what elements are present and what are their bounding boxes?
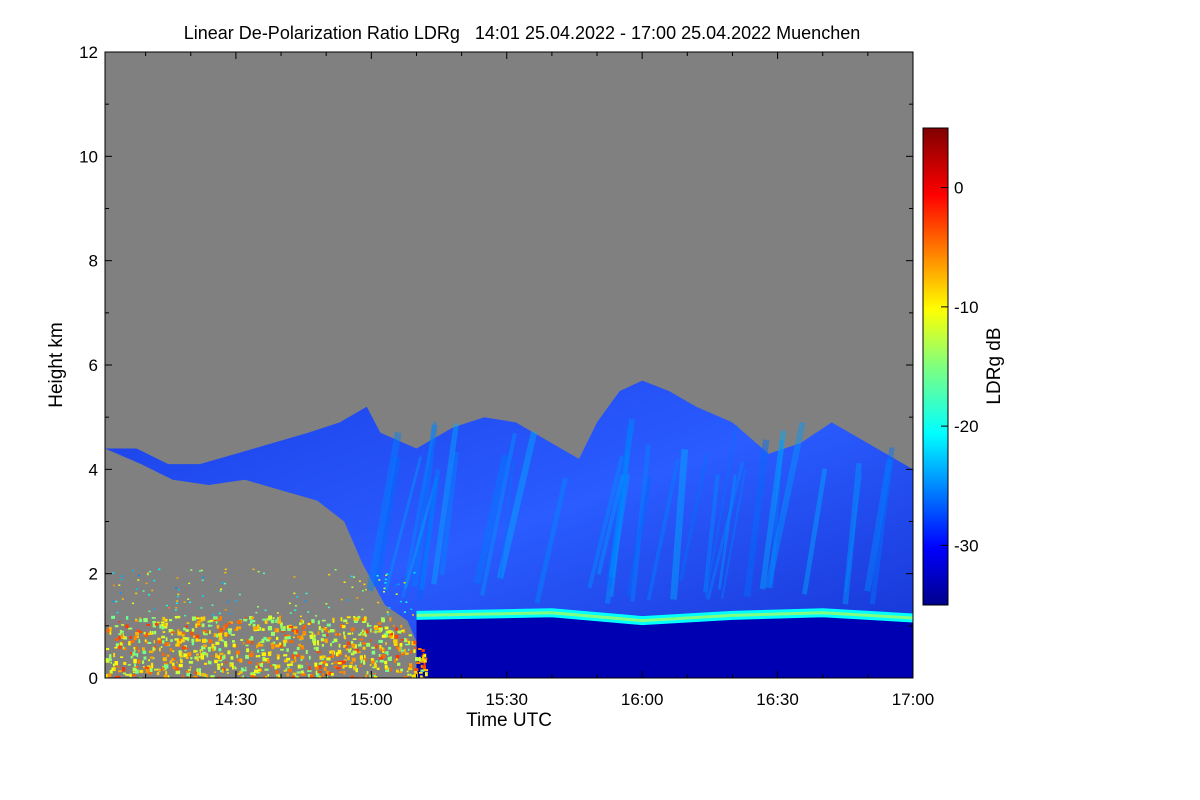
x-axis: 14:30 15:00 15:30 16:00 16:30 17:00 xyxy=(145,52,935,709)
x-tick-label: 15:30 xyxy=(485,690,528,709)
x-axis-title: Time UTC xyxy=(466,710,552,731)
x-tick-label: 16:30 xyxy=(756,690,799,709)
y-tick-label: 0 xyxy=(89,669,98,688)
colorbar xyxy=(922,127,949,606)
y-tick-label: 6 xyxy=(89,356,98,375)
colorbar-ticks: 0 -10 -20 -30 xyxy=(941,179,979,555)
fall-streaks xyxy=(366,418,895,605)
y-axis-title: Height km xyxy=(46,322,67,408)
ice-cloud-region xyxy=(105,380,913,678)
y-tick-label: 10 xyxy=(79,147,98,166)
colorbar-tick-label: -10 xyxy=(954,298,979,317)
rain-region xyxy=(416,615,913,678)
ground-clutter xyxy=(105,568,429,678)
x-tick-label: 15:00 xyxy=(350,690,393,709)
y-tick-label: 8 xyxy=(89,252,98,271)
colorbar-tick-label: -30 xyxy=(954,536,979,555)
x-tick-label: 14:30 xyxy=(215,690,258,709)
x-tick-label: 16:00 xyxy=(621,690,664,709)
plot-area xyxy=(105,52,913,678)
y-tick-label: 2 xyxy=(89,565,98,584)
y-tick-label: 4 xyxy=(89,460,98,479)
y-axis: 0 2 4 6 8 10 12 xyxy=(79,43,913,688)
y-tick-label: 12 xyxy=(79,43,98,62)
colorbar-tick-label: 0 xyxy=(954,179,963,198)
melting-layer-core xyxy=(416,611,913,623)
chart-title: Linear De-Polarization Ratio LDRg 14:01 … xyxy=(184,23,860,43)
colorbar-title: LDRg dB xyxy=(984,327,1005,404)
colorbar-tick-label: -20 xyxy=(954,417,979,436)
x-tick-label: 17:00 xyxy=(892,690,935,709)
